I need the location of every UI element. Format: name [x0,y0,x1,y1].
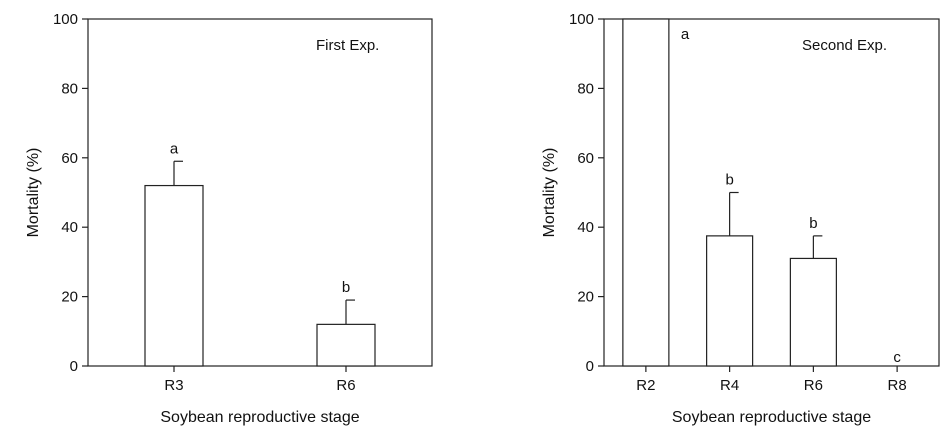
chart-second-exp: 0 20 40 60 80 100 a R2 b R4 b R6 c R8 Second Exp. Soybe… [541,11,940,426]
y-tick-label: 60 [61,150,78,167]
significance-letter: a [681,26,690,43]
bar-r6 [789,257,837,367]
y-tick-label: 80 [61,80,78,97]
y-axis-label: Mortality (%) [25,148,42,238]
x-tick-label: R3 [164,377,183,394]
y-tick-label: 0 [586,358,594,375]
experiment-label: First Exp. [316,37,379,54]
x-tick-label: R6 [804,377,823,394]
x-tick-label: R4 [720,377,739,394]
bar-r6 [316,323,376,367]
y-tick-label: 60 [577,150,594,167]
x-tick-label: R2 [636,377,655,394]
significance-letter: b [725,172,733,189]
significance-letter: a [170,140,179,157]
y-tick-label: 40 [61,219,78,236]
significance-letter: c [893,349,901,366]
y-tick-label: 40 [577,219,594,236]
significance-letter: b [342,279,350,296]
y-axis-label: Mortality (%) [541,148,558,238]
bar-r3 [144,184,204,367]
y-tick-label: 100 [569,11,594,28]
y-tick-label: 0 [70,358,78,375]
x-tick-label: R6 [336,377,355,394]
plot-frame [87,18,433,367]
significance-letter: b [809,215,817,232]
y-tick-label: 100 [53,11,78,28]
y-tick-label: 20 [61,289,78,306]
x-axis-label: Soybean reproductive stage [672,409,871,426]
y-tick-label: 80 [577,80,594,97]
chart-first-exp: 0 20 40 60 80 100 a R3 b R6 First Exp. Soybean repr… [25,11,433,426]
experiment-label: Second Exp. [802,37,887,54]
x-axis-label: Soybean reproductive stage [160,409,359,426]
x-tick-label: R8 [888,377,907,394]
bar-r2 [622,18,670,367]
bar-r4 [706,235,754,367]
plot-frame [603,18,940,367]
y-tick-label: 20 [577,289,594,306]
